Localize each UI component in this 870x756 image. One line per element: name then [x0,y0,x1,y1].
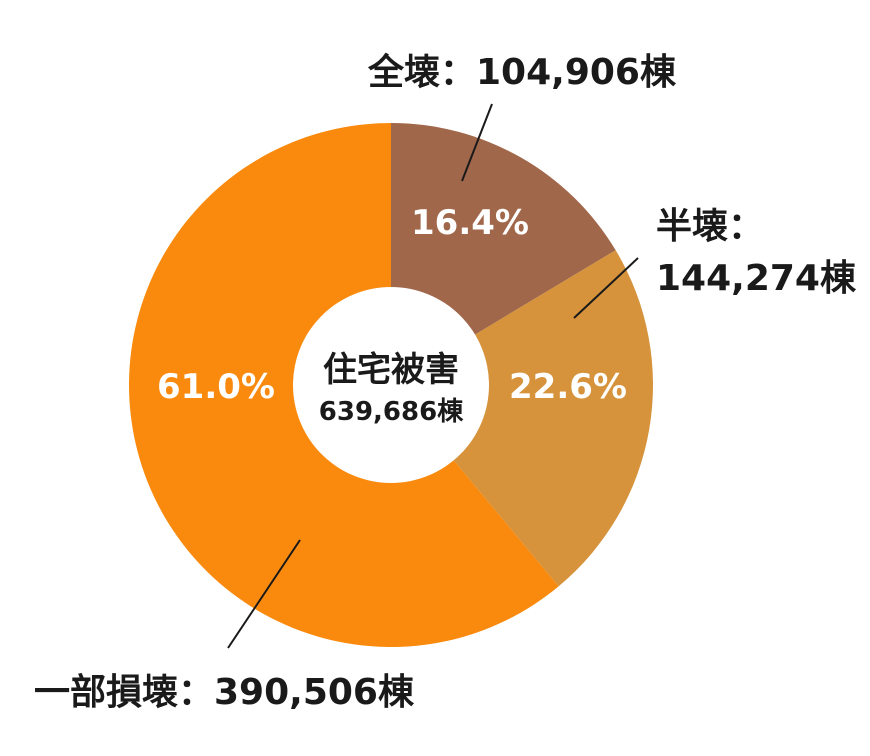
slice-outer-label: 144,274棟 [656,258,857,299]
center-total: 639,686棟 [319,397,464,427]
leader-lines [227,103,639,649]
leader-line-zenkai [461,103,493,182]
slice-outer-label: 一部損壊：390,506棟 [34,672,415,713]
donut-hole [293,287,489,483]
center-title: 住宅被害 [323,350,459,390]
slice-percent-label: 61.0% [157,367,275,407]
slice-outer-label: 全壊：104,906棟 [367,51,677,93]
slice-hankai [391,250,653,587]
slice-percent-label: 22.6% [509,367,627,407]
leader-line-ichibu [227,539,301,649]
slice-outer-label: 半壊： [656,206,764,247]
slice-percent-label: 16.4% [411,203,529,243]
leader-line-hankai [573,257,639,319]
